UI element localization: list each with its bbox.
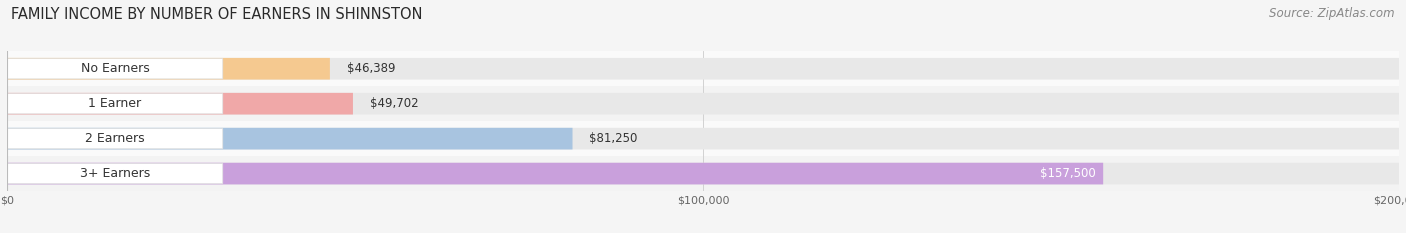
Text: FAMILY INCOME BY NUMBER OF EARNERS IN SHINNSTON: FAMILY INCOME BY NUMBER OF EARNERS IN SH… (11, 7, 423, 22)
FancyBboxPatch shape (7, 163, 1399, 185)
FancyBboxPatch shape (7, 59, 222, 79)
FancyBboxPatch shape (7, 163, 1104, 185)
Text: Source: ZipAtlas.com: Source: ZipAtlas.com (1270, 7, 1395, 20)
Text: 3+ Earners: 3+ Earners (80, 167, 150, 180)
FancyBboxPatch shape (7, 58, 330, 80)
Text: 1 Earner: 1 Earner (89, 97, 142, 110)
FancyBboxPatch shape (7, 156, 1399, 191)
Text: $46,389: $46,389 (347, 62, 395, 75)
Text: No Earners: No Earners (80, 62, 149, 75)
Text: $157,500: $157,500 (1040, 167, 1097, 180)
FancyBboxPatch shape (7, 51, 1399, 86)
FancyBboxPatch shape (7, 58, 1399, 80)
Text: $81,250: $81,250 (589, 132, 637, 145)
Text: 2 Earners: 2 Earners (86, 132, 145, 145)
FancyBboxPatch shape (7, 93, 1399, 115)
FancyBboxPatch shape (7, 164, 222, 184)
FancyBboxPatch shape (7, 128, 1399, 150)
FancyBboxPatch shape (7, 93, 353, 115)
FancyBboxPatch shape (7, 129, 222, 149)
FancyBboxPatch shape (7, 128, 572, 150)
FancyBboxPatch shape (7, 93, 222, 114)
FancyBboxPatch shape (7, 121, 1399, 156)
FancyBboxPatch shape (7, 86, 1399, 121)
Text: $49,702: $49,702 (370, 97, 418, 110)
